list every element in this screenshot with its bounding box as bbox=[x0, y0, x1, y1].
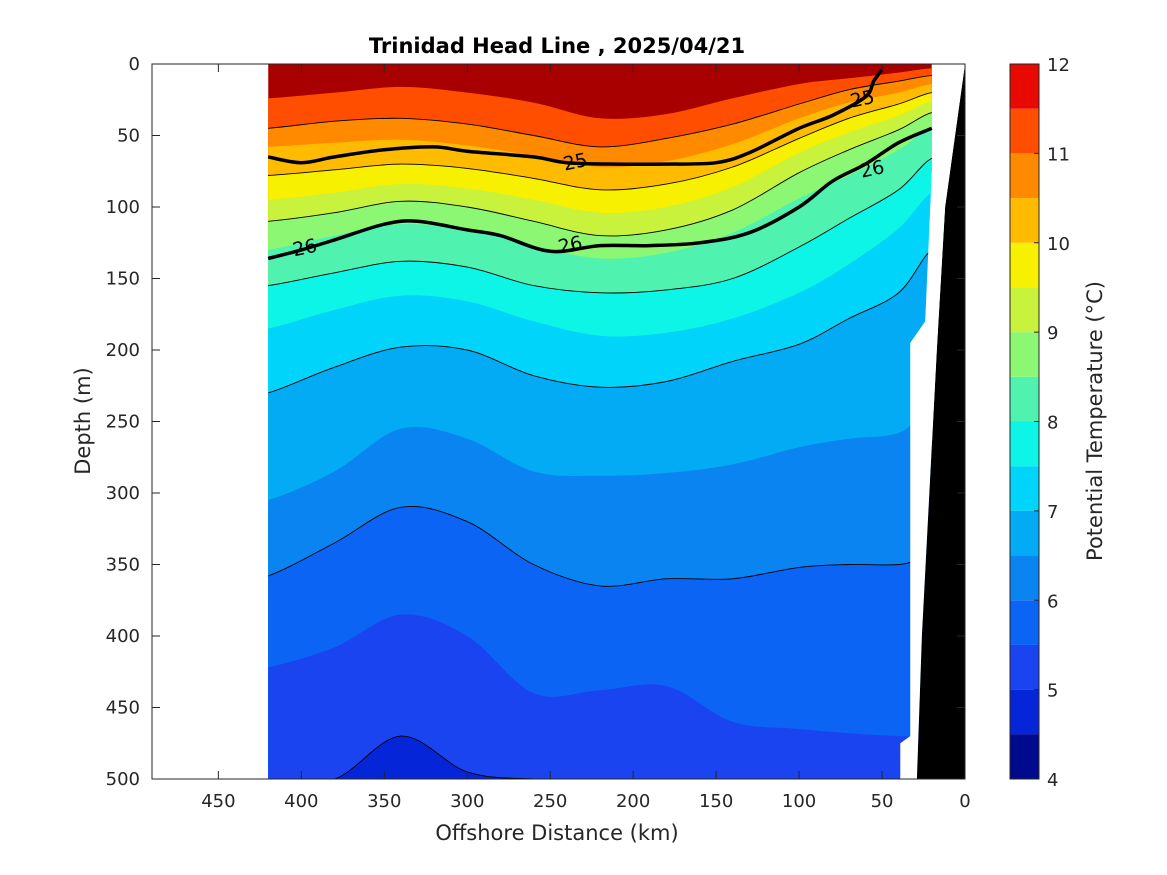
contour-label: 26 bbox=[556, 232, 584, 259]
colorbar-label: Potential Temperature (°C) bbox=[1083, 281, 1107, 561]
colorbar-swatch bbox=[1010, 600, 1039, 645]
contour-line-25 bbox=[267, 68, 884, 166]
isotherm-line-6 bbox=[268, 506, 932, 587]
contour-label: 25 bbox=[848, 86, 876, 113]
colorbar-swatch bbox=[1010, 287, 1039, 333]
y-tick-label: 350 bbox=[106, 555, 140, 576]
contour-line-26 bbox=[267, 126, 933, 261]
nodata-region bbox=[900, 64, 965, 779]
colorbar-swatch bbox=[1010, 64, 1039, 109]
colorbar-tick-label: 10 bbox=[1047, 234, 1070, 255]
x-tick-label: 0 bbox=[959, 791, 970, 812]
colorbar-swatch bbox=[1010, 108, 1039, 154]
isotherm-lines bbox=[268, 74, 932, 779]
x-tick-label: 450 bbox=[201, 791, 235, 812]
colorbar-swatch bbox=[1010, 198, 1039, 243]
plot-area: 25 25 26 26 26 bbox=[151, 63, 966, 780]
x-tick-label: 50 bbox=[871, 791, 894, 812]
y-tick-label: 500 bbox=[106, 769, 140, 790]
y-axis: 0 50 100 150 200 250 300 350 400 450 500 bbox=[106, 54, 965, 790]
isotherm-line-5 bbox=[268, 735, 932, 779]
colorbar-swatch bbox=[1010, 734, 1039, 779]
x-tick-label: 350 bbox=[367, 791, 401, 812]
x-tick-label: 100 bbox=[782, 791, 816, 812]
x-tick-label: 250 bbox=[533, 791, 567, 812]
isotherm-line-11 bbox=[268, 74, 932, 148]
colorbar-swatch bbox=[1010, 510, 1039, 556]
x-tick-label: 200 bbox=[616, 791, 650, 812]
y-tick-label: 200 bbox=[106, 340, 140, 361]
isotherm-line-8 bbox=[268, 155, 932, 294]
isotherm-line-9 bbox=[268, 110, 932, 237]
y-tick-label: 400 bbox=[106, 626, 140, 647]
contour-labels: 25 25 26 26 26 bbox=[291, 86, 887, 261]
colorbar-tick-label: 4 bbox=[1047, 770, 1058, 791]
colorbar-tick-label: 8 bbox=[1047, 413, 1058, 434]
contour-label: 26 bbox=[291, 235, 319, 262]
colorbar-tick-label: 7 bbox=[1047, 502, 1058, 523]
colorbar-tick-label: 6 bbox=[1047, 591, 1058, 612]
density-contours bbox=[267, 68, 933, 261]
x-axis-label: Offshore Distance (km) bbox=[435, 821, 678, 845]
chart-title: Trinidad Head Line , 2025/04/21 bbox=[369, 34, 745, 58]
x-tick-label: 150 bbox=[699, 791, 733, 812]
isotherm-line-7 bbox=[268, 246, 932, 396]
y-tick-label: 250 bbox=[106, 412, 140, 433]
colorbar-tick-label: 9 bbox=[1047, 323, 1058, 344]
x-tick-label: 300 bbox=[450, 791, 484, 812]
colorbar-swatch bbox=[1010, 555, 1039, 601]
colorbar-swatch bbox=[1010, 332, 1039, 377]
y-tick-label: 300 bbox=[106, 483, 140, 504]
colorbar: 4 5 6 7 8 9 10 11 12 bbox=[1009, 55, 1070, 791]
contour-label: 25 bbox=[561, 149, 589, 176]
colorbar-tick-label: 11 bbox=[1047, 144, 1070, 165]
colorbar-swatch bbox=[1010, 242, 1039, 288]
y-tick-label: 450 bbox=[106, 698, 140, 719]
colorbar-tick-label: 5 bbox=[1047, 681, 1058, 702]
y-tick-label: 100 bbox=[106, 197, 140, 218]
colorbar-swatch bbox=[1010, 376, 1039, 422]
y-tick-label: 150 bbox=[106, 269, 140, 290]
seafloor-bathymetry bbox=[916, 64, 965, 779]
x-tick-label: 400 bbox=[284, 791, 318, 812]
x-axis: 450 400 350 300 250 200 150 100 50 0 bbox=[201, 64, 971, 812]
colorbar-swatch bbox=[1010, 421, 1039, 467]
temp-band-5 bbox=[268, 736, 932, 779]
colorbar-swatch bbox=[1010, 153, 1039, 199]
y-axis-label: Depth (m) bbox=[71, 367, 95, 474]
colorbar-swatch bbox=[1010, 466, 1039, 511]
colorbar-swatch bbox=[1010, 689, 1039, 735]
isotherm-line-10 bbox=[268, 91, 932, 191]
colorbar-tick-label: 12 bbox=[1047, 55, 1070, 76]
contour-label: 26 bbox=[858, 156, 886, 183]
colorbar-swatch bbox=[1010, 644, 1039, 690]
y-tick-label: 0 bbox=[129, 54, 140, 75]
temperature-fills bbox=[268, 64, 932, 779]
y-tick-label: 50 bbox=[117, 126, 140, 147]
